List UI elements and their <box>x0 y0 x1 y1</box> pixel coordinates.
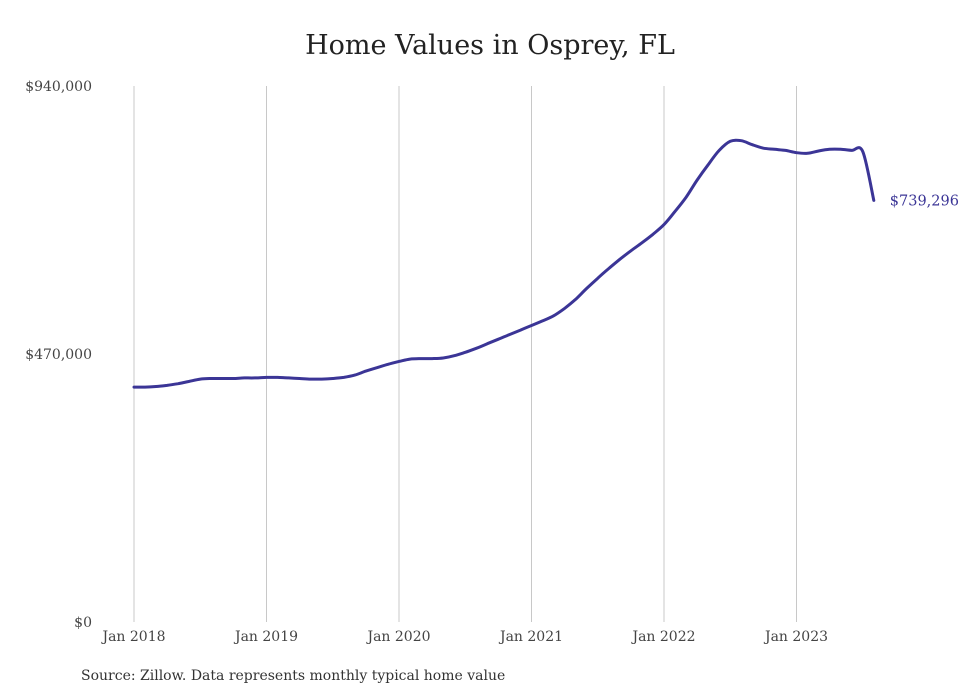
x-tick-label: Jan 2023 <box>763 629 828 645</box>
chart-title: Home Values in Osprey, FL <box>305 30 675 61</box>
x-tick-label: Jan 2019 <box>233 629 298 645</box>
x-tick-label: Jan 2018 <box>100 629 165 645</box>
x-tick-label: Jan 2020 <box>365 629 430 645</box>
x-tick-label: Jan 2022 <box>630 629 695 645</box>
y-tick-label: $470,000 <box>25 347 92 363</box>
y-tick-label: $940,000 <box>25 79 92 95</box>
y-tick-label: $0 <box>74 615 92 631</box>
end-value-label: $739,296 <box>890 193 959 209</box>
x-tick-label: Jan 2021 <box>498 629 563 645</box>
source-note: Source: Zillow. Data represents monthly … <box>81 668 506 684</box>
series-line-home-values <box>132 138 876 389</box>
